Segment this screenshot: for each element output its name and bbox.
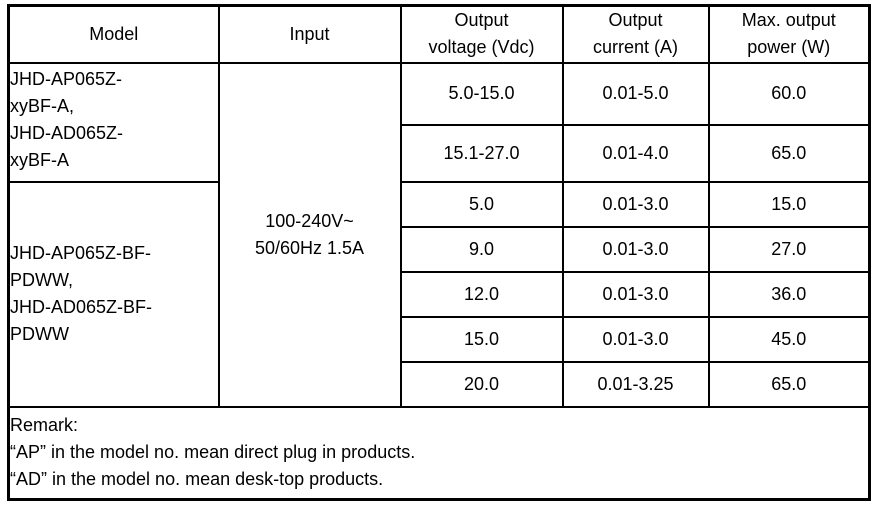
cell-power: 65.0 [707, 123, 871, 183]
cell-power: 36.0 [707, 270, 871, 318]
header-row: Model Input Output voltage (Vdc) Output … [7, 4, 871, 64]
cell-power: 45.0 [707, 315, 871, 363]
table-row: 15.1-27.0 0.01-4.0 65.0 [9, 123, 871, 183]
table-row: JHD-AP065Z-BF- PDWW, JHD-AD065Z-BF- PDWW… [7, 180, 871, 408]
cell-current: 0.01-5.0 [561, 61, 710, 126]
cell-power: 15.0 [707, 180, 871, 228]
table-row: 9.0 0.01-3.0 27.0 [9, 225, 871, 273]
cell-voltage: 15.0 [399, 315, 564, 363]
table-row: 15.0 0.01-3.0 45.0 [9, 315, 871, 363]
cell-voltage: 15.1-27.0 [399, 123, 564, 183]
cell-voltage: 5.0 [399, 180, 564, 228]
cell-current: 0.01-3.0 [561, 270, 710, 318]
col-header-model: Model [7, 4, 220, 64]
cell-voltage: 9.0 [399, 225, 564, 273]
input-spec-cell: 100-240V~ 50/60Hz 1.5A [217, 61, 402, 408]
cell-power: 65.0 [707, 360, 871, 408]
cell-current: 0.01-3.0 [561, 225, 710, 273]
cell-current: 0.01-4.0 [561, 123, 710, 183]
cell-power: 60.0 [707, 61, 871, 126]
table-row: 20.0 0.01-3.25 65.0 [9, 360, 871, 408]
cell-voltage: 20.0 [399, 360, 564, 408]
power-spec-table: Model Input Output voltage (Vdc) Output … [7, 4, 871, 501]
table-row: 12.0 0.01-3.0 36.0 [9, 270, 871, 318]
col-header-input: Input [217, 4, 402, 64]
model-group-xybf-a: JHD-AP065Z- xyBF-A, JHD-AD065Z- xyBF-A [7, 61, 220, 183]
table-row: JHD-AP065Z- xyBF-A, JHD-AD065Z- xyBF-A 1… [7, 61, 871, 408]
col-header-max-output-power: Max. output power (W) [707, 4, 871, 64]
remark-title: Remark: [10, 415, 79, 436]
col-header-output-current: Output current (A) [561, 4, 710, 64]
model-group-bf-pdww: JHD-AP065Z-BF- PDWW, JHD-AD065Z-BF- PDWW [7, 180, 220, 408]
col-header-output-voltage: Output voltage (Vdc) [399, 4, 564, 64]
cell-current: 0.01-3.0 [561, 315, 710, 363]
remark-line-ad: “AD” in the model no. mean desk-top prod… [10, 469, 384, 490]
remark-line-ap: “AP” in the model no. mean direct plug i… [10, 442, 416, 463]
cell-voltage: 12.0 [399, 270, 564, 318]
cell-current: 0.01-3.25 [561, 360, 710, 408]
cell-current: 0.01-3.0 [561, 180, 710, 228]
cell-voltage: 5.0-15.0 [399, 61, 564, 126]
cell-power: 27.0 [707, 225, 871, 273]
remark-cell: Remark: “AP” in the model no. mean direc… [7, 405, 871, 501]
remark-row: Remark: “AP” in the model no. mean direc… [7, 405, 871, 501]
